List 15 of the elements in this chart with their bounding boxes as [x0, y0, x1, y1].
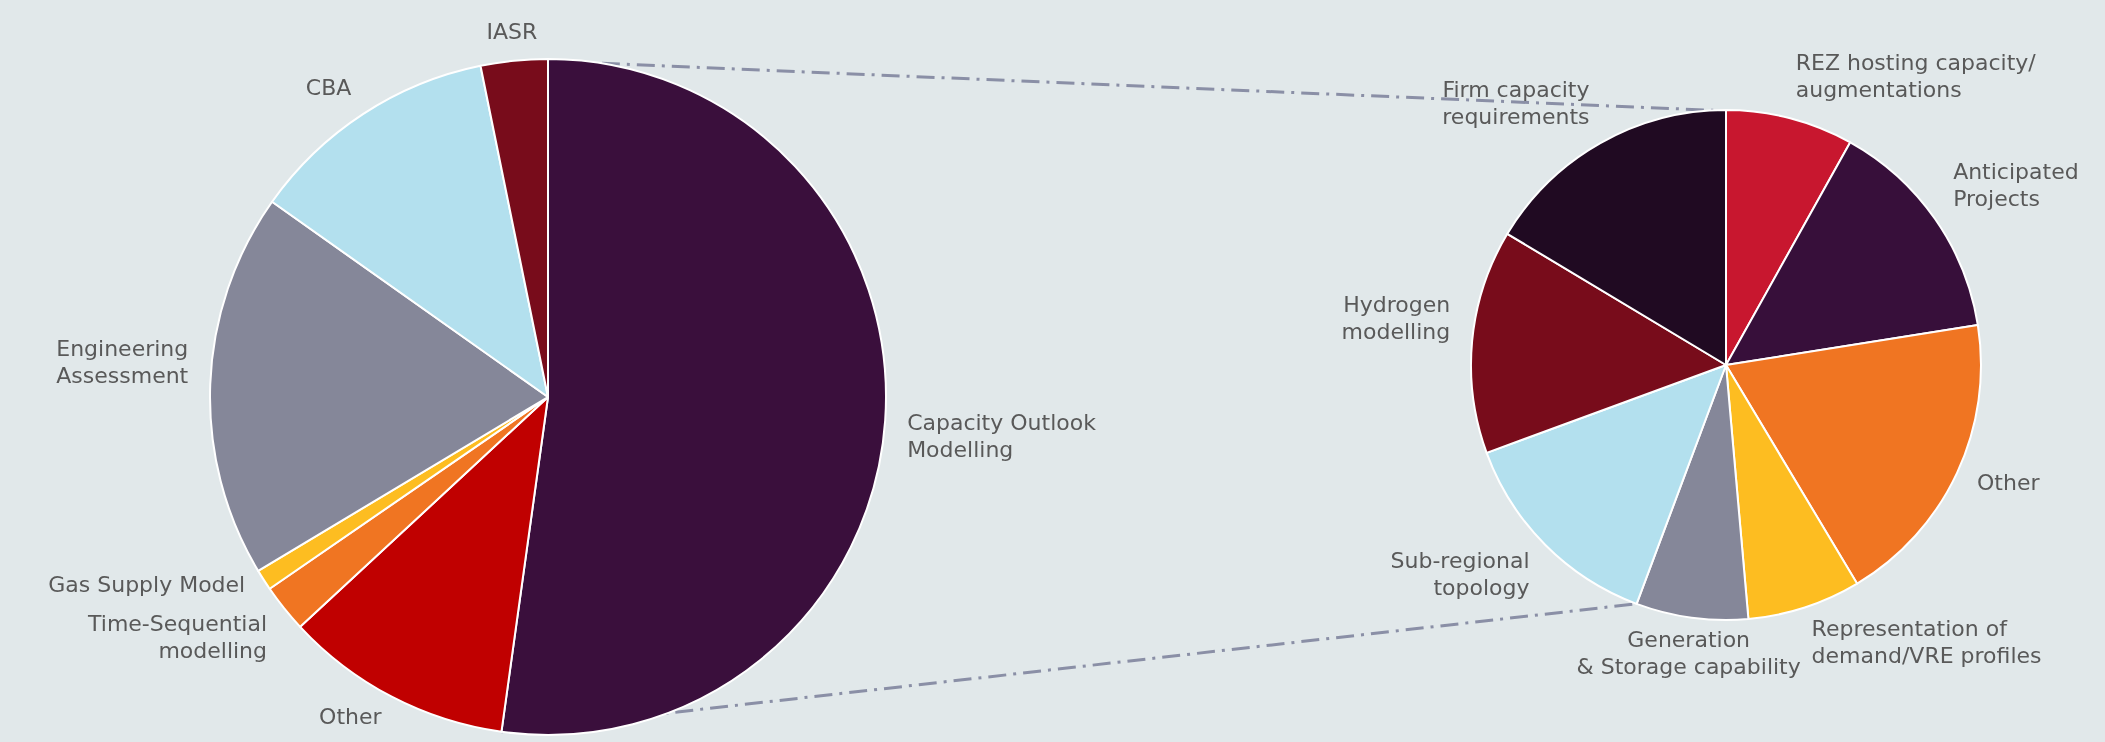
slice-label: IASR [486, 18, 538, 44]
slice-label: REZ hosting capacity/ augmentations [1795, 49, 2037, 102]
slice-label: Capacity Outlook Modelling [907, 409, 1097, 462]
slice-label: Engineering Assessment [56, 336, 189, 389]
slice-label: CBA [305, 75, 352, 101]
slice-label: Sub-regional topology [1390, 548, 1530, 601]
slice-label: Hydrogen modelling [1341, 291, 1451, 344]
slice-label: Representation of demand/VRE profiles [1811, 616, 2042, 669]
slice-label: Generation & Storage capability [1576, 627, 1801, 680]
slice-label: Anticipated Projects [1953, 159, 2079, 212]
slice-label: Gas Supply Model [48, 571, 246, 597]
slice-label: Firm capacity requirements [1442, 76, 1590, 129]
slice-label: Time-Sequential modelling [87, 610, 268, 663]
slice-label: Other [319, 704, 383, 730]
slice-label: Other [1977, 470, 2041, 496]
